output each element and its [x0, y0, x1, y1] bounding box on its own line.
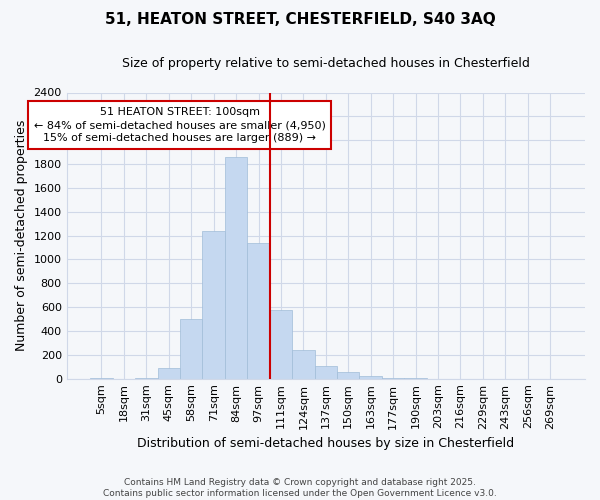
Bar	[247, 242, 270, 378]
Bar	[270, 310, 292, 378]
Title: Size of property relative to semi-detached houses in Chesterfield: Size of property relative to semi-detach…	[122, 58, 530, 70]
Bar	[314, 366, 337, 378]
Text: 51 HEATON STREET: 100sqm
← 84% of semi-detached houses are smaller (4,950)
15% o: 51 HEATON STREET: 100sqm ← 84% of semi-d…	[34, 107, 326, 143]
Bar	[337, 372, 359, 378]
Text: Contains HM Land Registry data © Crown copyright and database right 2025.
Contai: Contains HM Land Registry data © Crown c…	[103, 478, 497, 498]
X-axis label: Distribution of semi-detached houses by size in Chesterfield: Distribution of semi-detached houses by …	[137, 437, 514, 450]
Y-axis label: Number of semi-detached properties: Number of semi-detached properties	[15, 120, 28, 352]
Bar	[359, 376, 382, 378]
Text: 51, HEATON STREET, CHESTERFIELD, S40 3AQ: 51, HEATON STREET, CHESTERFIELD, S40 3AQ	[104, 12, 496, 28]
Bar	[202, 231, 225, 378]
Bar	[225, 157, 247, 378]
Bar	[158, 368, 180, 378]
Bar	[180, 319, 202, 378]
Bar	[292, 350, 314, 378]
